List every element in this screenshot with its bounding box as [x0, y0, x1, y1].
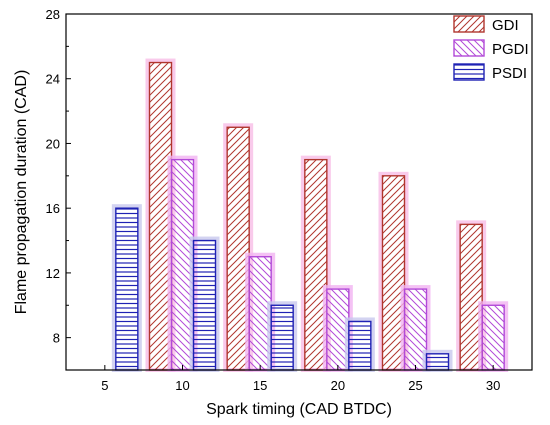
y-tick-label-28: 28 [46, 7, 60, 22]
legend-swatch-gdi [453, 15, 485, 33]
legend-label-pgdi: PGDI [492, 41, 529, 58]
y-axis-title: Flame propagation duration (CAD) [13, 70, 30, 315]
legend-label-gdi: GDI [492, 17, 519, 34]
legend: GDI PGDI PSDI [453, 15, 529, 82]
y-tick-label-24: 24 [46, 72, 60, 87]
bar-pgdi-30 [481, 304, 505, 371]
y-tick-label-12: 12 [46, 266, 60, 281]
x-axis-title: Spark timing (CAD BTDC) [206, 401, 392, 418]
x-tick-label-30: 30 [486, 378, 500, 393]
x-tick-label-15: 15 [253, 378, 267, 393]
legend-item-psdi: PSDI [453, 63, 527, 82]
y-tick-label-20: 20 [46, 136, 60, 151]
legend-swatch-pgdi [453, 39, 485, 57]
x-tick-label-25: 25 [408, 378, 422, 393]
legend-label-psdi: PSDI [492, 65, 527, 82]
bar-psdi-20 [348, 320, 372, 371]
legend-item-pgdi: PGDI [453, 39, 529, 58]
y-tick-label-8: 8 [53, 331, 60, 346]
bar-psdi-5 [115, 207, 139, 371]
legend-item-gdi: GDI [453, 15, 519, 34]
x-tick-label-10: 10 [175, 378, 189, 393]
bar-psdi-15 [270, 304, 294, 371]
plot-frame [65, 13, 533, 371]
bar-psdi-25 [425, 353, 450, 371]
bars-layer [111, 58, 509, 373]
y-tick-label-16: 16 [46, 201, 60, 216]
legend-swatch-psdi [453, 63, 485, 81]
axes-layer: 8 12 16 20 24 28 5 10 15 20 25 30 [46, 7, 501, 393]
bar-psdi-10 [192, 239, 217, 371]
x-tick-label-5: 5 [101, 378, 108, 393]
x-tick-label-20: 20 [331, 378, 345, 393]
